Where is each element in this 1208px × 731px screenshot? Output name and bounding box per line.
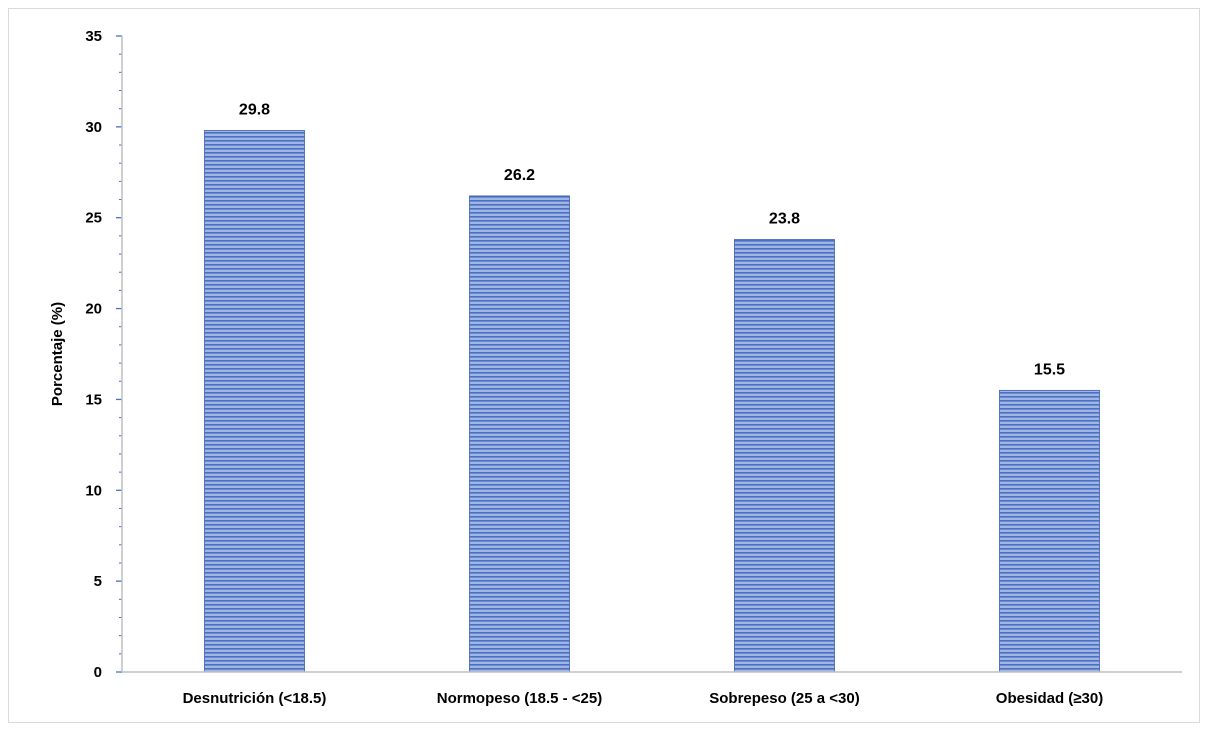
chart-frame-border <box>8 8 1200 723</box>
x-category-label-3: Sobrepeso (25 a <30) <box>709 690 859 707</box>
x-axis-categories: Desnutrición (<18.5) Normopeso (18.5 - <2… <box>183 690 1104 707</box>
y-tick-label: 25 <box>85 210 102 227</box>
data-label-2: 26.2 <box>504 167 535 184</box>
bars <box>204 130 1100 673</box>
x-category-label-1: Desnutrición (<18.5) <box>183 690 327 707</box>
y-axis: 0 5 10 15 20 25 30 35 <box>85 28 122 681</box>
y-tick-label: 15 <box>85 391 102 408</box>
y-tick-label: 35 <box>85 28 102 45</box>
data-labels: 29.8 26.2 23.8 15.5 <box>239 101 1065 378</box>
y-tick-label: 0 <box>94 664 102 681</box>
y-tick-label: 20 <box>85 301 102 318</box>
y-axis-title: Porcentaje (%) <box>49 302 66 406</box>
y-tick-label: 10 <box>85 482 102 499</box>
data-label-1: 29.8 <box>239 101 270 118</box>
y-tick-label: 30 <box>85 119 102 136</box>
bar-3 <box>734 239 835 673</box>
bar-4 <box>999 389 1100 673</box>
data-label-3: 23.8 <box>769 211 800 228</box>
y-tick-label: 5 <box>94 573 102 590</box>
data-label-4: 15.5 <box>1034 361 1065 378</box>
x-category-label-2: Normopeso (18.5 - <25) <box>437 690 602 707</box>
x-category-label-4: Obesidad (≥30) <box>996 690 1103 707</box>
bar-2 <box>469 195 570 673</box>
bar-1 <box>204 130 305 673</box>
